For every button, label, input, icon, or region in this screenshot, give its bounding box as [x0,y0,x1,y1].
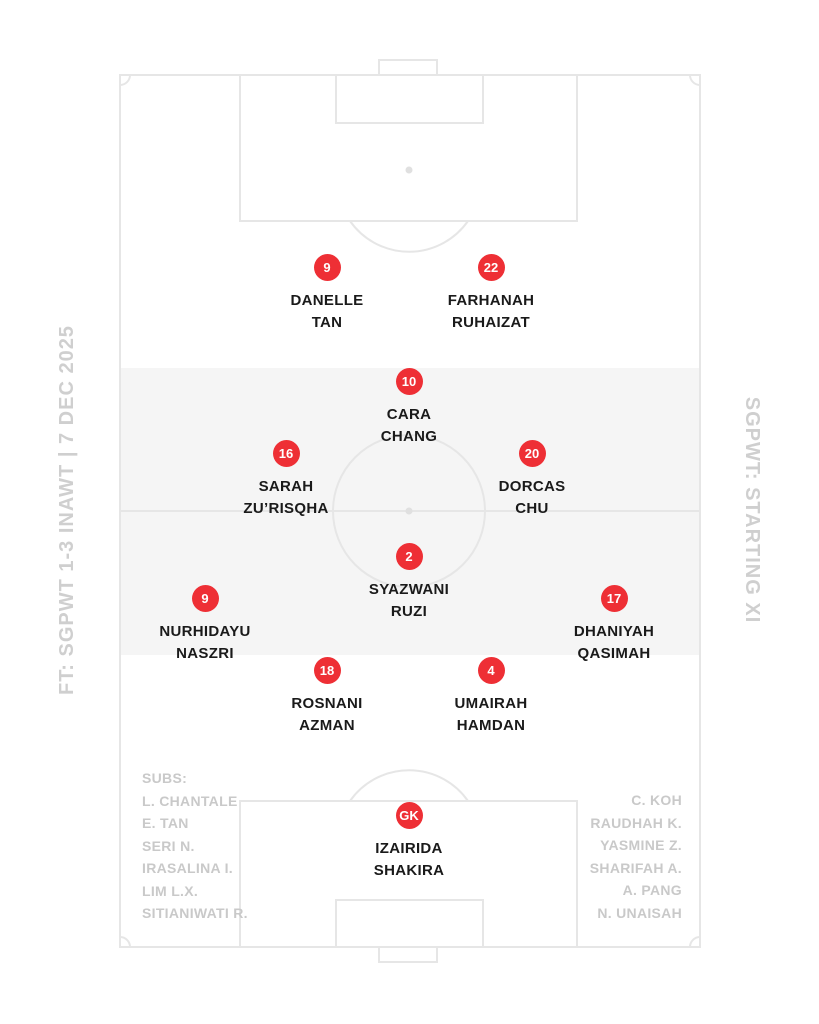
player-name: SYAZWANI RUZI [368,581,450,620]
player-name: DANELLE TAN [290,292,364,331]
sub-player: SERI N. [142,837,195,854]
player-name: UMAIRAH HAMDAN [454,695,528,734]
player-name: ROSNANI AZMAN [291,695,363,734]
bottom-penalty-arc [349,769,469,802]
player-number-badge: 4 [477,657,505,684]
player-card: 10 CARA CHANG [309,368,509,448]
sub-player: SHARIFAH A. [589,859,682,876]
player-card: 2 SYAZWANI RUZI [309,543,509,623]
sub-player: LIM L.X. [142,882,199,899]
player-card: 9 NURHIDAYU NASZRI [105,585,305,665]
substitutes-list-left: SUBS: L. CHANTALE E. TAN SERI N. IRASALI… [142,767,248,925]
sub-player: RAUDHAH K. [590,814,682,831]
player-number-badge: 20 [518,440,546,467]
player-name: DORCAS CHU [498,478,566,517]
player-name: SARAH ZU’RISQHA [243,478,329,517]
sub-player: L. CHANTALE [142,792,238,809]
player-number-badge: 2 [395,543,423,570]
player-number-badge: 18 [313,657,341,684]
centre-spot [405,507,413,515]
sub-player: E. TAN [142,815,189,831]
top-penalty-arc [349,220,469,253]
corner-arc-tr [689,74,701,86]
player-card: 18 ROSNANI AZMAN [227,657,427,737]
player-name: FARHANAH RUHAIZAT [447,292,535,331]
sub-player: SITIANIWATI R. [142,905,248,921]
top-penalty-spot [405,166,413,174]
player-name: CARA CHANG [380,406,438,445]
player-number-badge: GK [395,802,423,829]
corner-arc-bl [119,936,131,948]
sub-player: IRASALINA I. [142,860,233,876]
sub-player: A. PANG [622,882,682,898]
top-penalty-box [239,74,578,222]
player-card: 17 DHANIYAH QASIMAH [514,585,714,665]
player-card: 20 DORCAS CHU [432,440,632,520]
player-number-badge: 22 [477,254,505,281]
player-card: 9 DANELLE TAN [227,254,427,334]
subs-title: SUBS: [142,770,188,786]
centre-circle [332,434,486,588]
top-goal [378,59,438,76]
player-number-badge: 10 [395,368,423,395]
corner-arc-tl [119,74,131,86]
player-number-badge: 9 [313,254,341,281]
sub-player: YASMINE Z. [600,837,682,853]
bottom-goal [378,946,438,963]
player-name: IZAIRIDA SHAKIRA [373,840,445,879]
starting-xi-label: SGPWT: STARTING XI [741,396,763,624]
substitutes-list-right: C. KOH RAUDHAH K. YASMINE Z. SHARIFAH A.… [482,789,682,924]
top-six-yard-box [335,74,484,124]
sub-player: N. UNAISAH [597,904,682,921]
player-number-badge: 9 [191,585,219,612]
player-card: 22 FARHANAH RUHAIZAT [391,254,591,334]
player-card: 16 SARAH ZU’RISQHA [186,440,386,520]
player-name: NURHIDAYU NASZRI [159,623,251,662]
bottom-six-yard-box [335,899,484,948]
player-number-badge: 16 [272,440,300,467]
corner-arc-br [689,936,701,948]
player-number-badge: 17 [600,585,628,612]
player-name: DHANIYAH QASIMAH [573,623,655,662]
player-card: GK IZAIRIDA SHAKIRA [309,802,509,882]
match-result-label: FT: SGPWT 1-3 INAWT | 7 DEC 2025 [56,325,78,695]
sub-player: C. KOH [631,792,682,808]
player-card: 4 UMAIRAH HAMDAN [391,657,591,737]
